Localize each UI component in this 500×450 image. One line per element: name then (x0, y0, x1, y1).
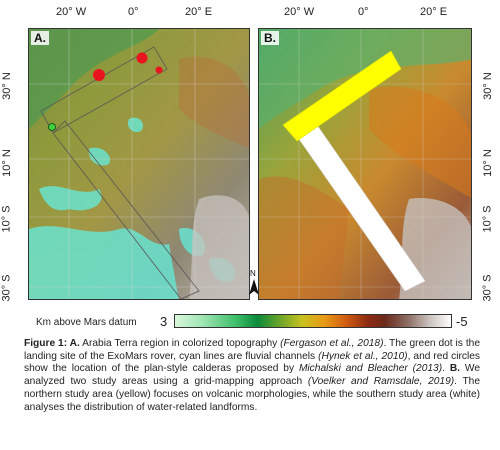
caption-text: , and red circles show the location of t… (24, 350, 480, 375)
top-tick-b-20w: 20° W (284, 6, 315, 18)
caption-citation: (Voelker and Ramsdale, 2019) (307, 376, 455, 388)
top-tick-a-20e: 20° E (185, 6, 213, 18)
top-tick-b-20e: 20° E (420, 6, 448, 18)
caption-citation: (Fergason et al., 2018) (280, 338, 384, 349)
caption-figure-label: Figure 1: (24, 338, 70, 349)
figure-caption: Figure 1: A. Arabia Terra region in colo… (24, 338, 480, 414)
north-arrow: N (247, 268, 261, 301)
panel-a-topography (29, 29, 249, 299)
caption-text: We analyzed two study areas using a grid… (24, 363, 480, 388)
colorbar-max-label: -5 (456, 314, 468, 329)
left-tick-30s: 30° S (0, 274, 13, 302)
north-arrow-icon: N (249, 269, 259, 295)
northern-study-area (282, 50, 402, 142)
panel-a-map: A. (28, 28, 250, 300)
caldera-marker (155, 66, 163, 74)
caption-b-label: B. (449, 363, 461, 375)
colorbar-title: Km above Mars datum (36, 317, 137, 328)
top-tick-a-20w: 20° W (56, 6, 87, 18)
right-tick-10n: 10° N (481, 149, 494, 177)
caption-citation: Michalski and Bleacher (2013) (298, 363, 443, 375)
top-tick-b-0: 0° (358, 6, 369, 18)
colorbar-min-label: 3 (160, 314, 168, 329)
panel-a-letter: A. (31, 31, 49, 45)
right-tick-30s: 30° S (481, 274, 494, 302)
exomars-landing-site (48, 123, 56, 131)
caption-text: . (442, 363, 450, 375)
left-tick-30n: 30° N (0, 72, 13, 100)
caldera-marker (93, 69, 105, 81)
left-tick-10n: 10° N (0, 149, 13, 177)
panel-b-topography (259, 29, 471, 299)
left-tick-10s: 10° S (0, 205, 13, 233)
caption-citation: (Hynek et al., 2010) (318, 350, 408, 362)
elevation-colorbar (174, 314, 452, 328)
caldera-marker (136, 52, 148, 64)
top-tick-a-0: 0° (128, 6, 139, 18)
north-arrow-label: N (250, 269, 256, 278)
panel-b-letter: B. (261, 31, 279, 45)
caption-text: . The green dot is the landing site of t… (24, 338, 480, 362)
caption-a-label: A. (69, 338, 80, 349)
caption-text: Arabia Terra region in colorized topogra… (79, 338, 281, 349)
right-tick-30n: 30° N (481, 72, 494, 100)
caption-text: . The northern study area (yellow) focus… (24, 376, 481, 413)
panel-b-map: B. (258, 28, 472, 300)
right-tick-10s: 10° S (481, 205, 494, 233)
